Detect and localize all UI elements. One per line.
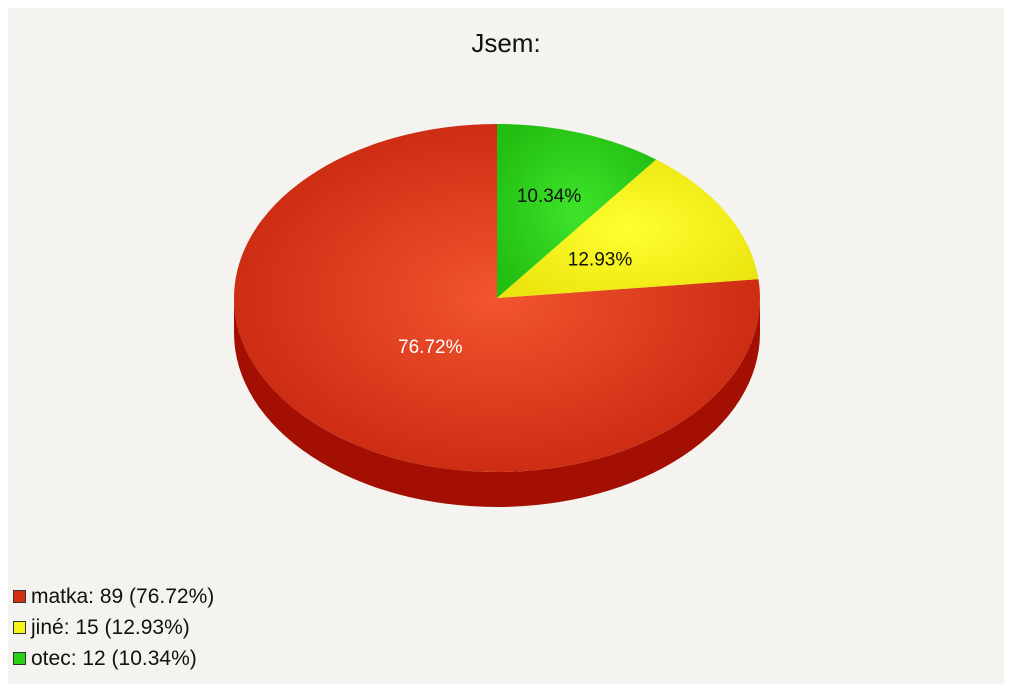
pie-sides [234,298,760,507]
pie-slice-jiné [497,159,759,298]
pie-chart: 76.72% 12.93% 10.34% [234,124,761,507]
legend-item-matka: matka: 89 (76.72%) [13,581,214,612]
legend-label-jine: jiné: 15 (12.93%) [31,615,190,639]
pie-labels: 76.72% 12.93% 10.34% [398,186,632,358]
legend-item-jine: jiné: 15 (12.93%) [13,612,214,643]
pie-slice-otec [497,124,657,298]
pie-side-matka [234,298,760,507]
pie-label-otec: 10.34% [517,186,582,207]
legend-swatch-otec [13,652,26,665]
legend-swatch-matka [13,590,26,603]
chart-title: Jsem: [471,28,541,58]
legend-label-matka: matka: 89 (76.72%) [31,584,215,608]
legend: matka: 89 (76.72%) jiné: 15 (12.93%) ote… [13,581,214,674]
pie-label-matka: 76.72% [398,337,463,358]
legend-label-otec: otec: 12 (10.34%) [31,646,197,670]
pie-label-jiné: 12.93% [568,249,633,270]
pie-slice-matka [234,124,761,472]
pie-slices [234,124,761,472]
chart-frame: Jsem: 76.72% 12.93% 10.34% matka: 89 (76.7… [8,8,1004,684]
legend-item-otec: otec: 12 (10.34%) [13,643,214,674]
legend-swatch-jine [13,621,26,634]
